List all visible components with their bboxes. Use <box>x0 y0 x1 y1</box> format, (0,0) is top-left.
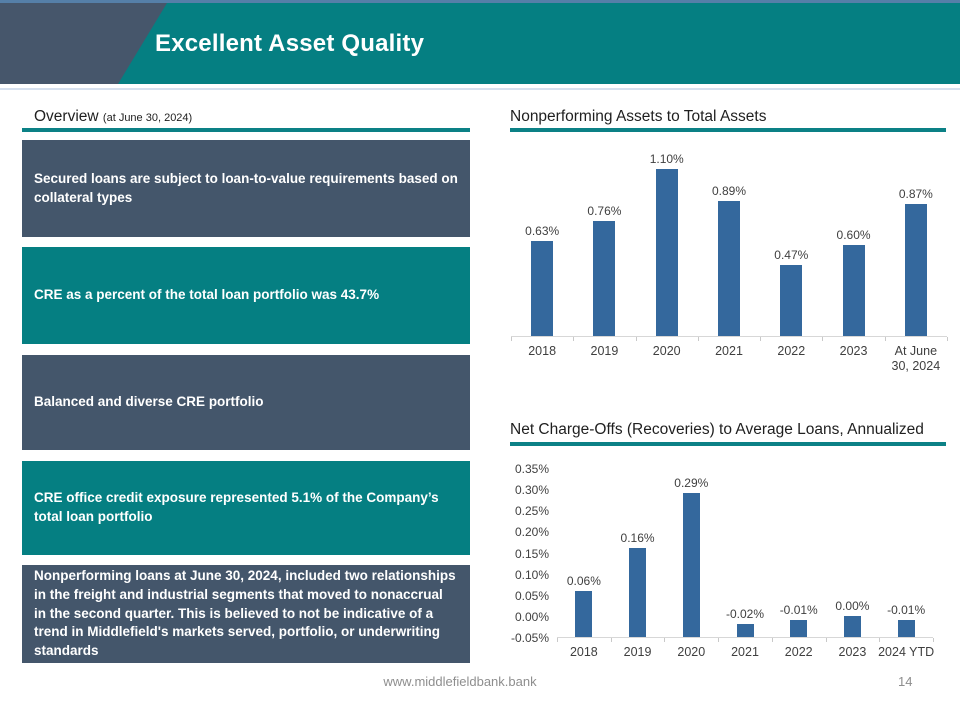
x-axis-label: 2023 <box>839 344 868 358</box>
nco-chart-title-rule <box>510 442 946 446</box>
axis-tick-mark <box>718 638 720 642</box>
bar-value-label: -0.01% <box>779 603 818 618</box>
bar-value-label: 0.29% <box>674 476 709 491</box>
x-axis-line <box>511 336 947 337</box>
npa-chart-plot: 0.63% 2018 0.76% 2019 1.10% 2020 0.89% 2021 0.47… <box>511 137 948 373</box>
bar-value-label: -0.02% <box>725 607 765 622</box>
axis-tick-mark <box>511 337 512 341</box>
nco-chart-plot: 0.06% 2018 0.16% 2019 0.29% 2020 -0.02% 2021 -0.… <box>557 469 934 659</box>
bar-At June 30, 2024 <box>904 204 927 336</box>
x-axis-label: 2024 YTD <box>878 645 935 659</box>
overview-box-text: Nonperforming loans at June 30, 2024, in… <box>34 567 456 659</box>
bar-2023 <box>843 615 861 637</box>
axis-tick-mark <box>610 638 612 642</box>
slide-title: Excellent Asset Quality <box>155 30 425 57</box>
bar-2022 <box>780 264 803 336</box>
overview-heading-note: (at June 30, 2024) <box>102 112 193 124</box>
x-axis-label: 2023 <box>838 645 867 659</box>
axis-tick-mark <box>573 337 575 341</box>
bar-2019 <box>593 220 616 336</box>
page-number: 14 <box>898 674 913 689</box>
axis-tick-mark <box>879 638 881 642</box>
npa-chart-title-rule <box>510 128 946 132</box>
axis-tick-mark <box>771 638 773 642</box>
bar-2021 <box>718 201 740 336</box>
bar-2021 <box>736 624 754 637</box>
y-axis-label: 0.15% <box>514 546 549 561</box>
y-axis-label: 0.30% <box>514 483 549 498</box>
overview-heading: Overview (at June 30, 2024) <box>34 108 192 126</box>
bar-2024 YTD <box>897 620 915 637</box>
x-axis-label: 2018 <box>528 344 557 358</box>
overview-heading-rule <box>22 128 470 132</box>
x-axis-label: 2020 <box>652 344 681 358</box>
nco-chart-title: Net Charge-Offs (Recoveries) to Average … <box>510 421 924 438</box>
axis-tick-mark <box>822 337 824 341</box>
x-axis-label: 2019 <box>623 645 652 659</box>
axis-tick-mark <box>635 337 637 341</box>
x-axis-label: 2018 <box>569 645 598 659</box>
axis-tick-mark <box>825 638 827 642</box>
axis-tick-mark <box>697 337 699 341</box>
bar-value-label: 1.10% <box>649 152 684 167</box>
bar-2020 <box>655 169 678 336</box>
header-teal-banner <box>118 3 960 84</box>
axis-tick-mark <box>760 337 762 341</box>
x-axis-label: 2019 <box>590 344 619 358</box>
y-axis-label: 0.20% <box>514 525 549 540</box>
y-axis-label: 0.25% <box>514 504 549 519</box>
footer-website: www.middlefieldbank.bank <box>383 674 537 689</box>
x-axis-label: 2022 <box>777 344 806 358</box>
bar-value-label: 0.60% <box>836 228 871 243</box>
bar-2020 <box>682 493 700 637</box>
bar-value-label: -0.01% <box>887 603 926 618</box>
nco-chart-y-axis: 0.35% 0.30% 0.25% 0.20% 0.15% 0.10% 0.05% 0.00%… <box>503 462 549 645</box>
overview-box-2: CRE as a percent of the total loan portf… <box>22 247 470 344</box>
x-axis-label: 2021 <box>731 645 759 659</box>
bar-value-label: 0.06% <box>566 573 601 588</box>
axis-tick-mark <box>933 638 934 642</box>
bar-value-label: 0.63% <box>525 223 560 238</box>
axis-tick-mark <box>884 337 886 341</box>
bar-2018 <box>531 240 554 336</box>
overview-heading-text: Overview <box>34 108 99 125</box>
overview-box-text: CRE office credit exposure represented 5… <box>34 490 439 524</box>
bar-2019 <box>629 548 647 637</box>
y-axis-label: -0.05% <box>510 631 549 645</box>
bar-2023 <box>842 245 865 336</box>
axis-tick-mark <box>664 638 666 642</box>
x-axis-line <box>557 637 933 638</box>
axis-tick-mark <box>557 638 558 642</box>
x-axis-label: At June 30, 2024 <box>891 344 941 373</box>
overview-box-3: Balanced and diverse CRE portfolio <box>22 355 470 450</box>
bar-value-label: 0.76% <box>587 203 622 218</box>
y-axis-label: 0.00% <box>514 609 549 624</box>
x-axis-label: 2022 <box>784 645 813 659</box>
y-axis-label: 0.10% <box>514 567 549 582</box>
header-top-accent-line <box>0 0 960 3</box>
overview-box-4: CRE office credit exposure represented 5… <box>22 461 470 555</box>
bar-2022 <box>790 620 808 637</box>
overview-box-text: CRE as a percent of the total loan portf… <box>34 287 380 303</box>
bar-2018 <box>575 590 593 637</box>
y-axis-label: 0.05% <box>514 588 549 603</box>
bar-value-label: 0.87% <box>898 187 933 202</box>
overview-box-1: Secured loans are subject to loan-to-val… <box>22 140 470 237</box>
bar-value-label: 0.00% <box>835 598 870 613</box>
header-divider-line <box>0 88 960 90</box>
bar-value-label: 0.16% <box>620 531 655 546</box>
overview-box-text: Balanced and diverse CRE portfolio <box>34 394 264 410</box>
bar-value-label: 0.89% <box>711 184 747 199</box>
x-axis-label: 2020 <box>677 645 706 659</box>
npa-chart-title: Nonperforming Assets to Total Assets <box>510 108 767 125</box>
overview-box-text: Secured loans are subject to loan-to-val… <box>34 170 458 205</box>
y-axis-label: 0.35% <box>514 462 549 476</box>
bar-value-label: 0.47% <box>774 247 809 262</box>
axis-tick-mark <box>947 337 948 341</box>
x-axis-label: 2021 <box>715 344 743 358</box>
overview-box-5: Nonperforming loans at June 30, 2024, in… <box>22 565 470 663</box>
